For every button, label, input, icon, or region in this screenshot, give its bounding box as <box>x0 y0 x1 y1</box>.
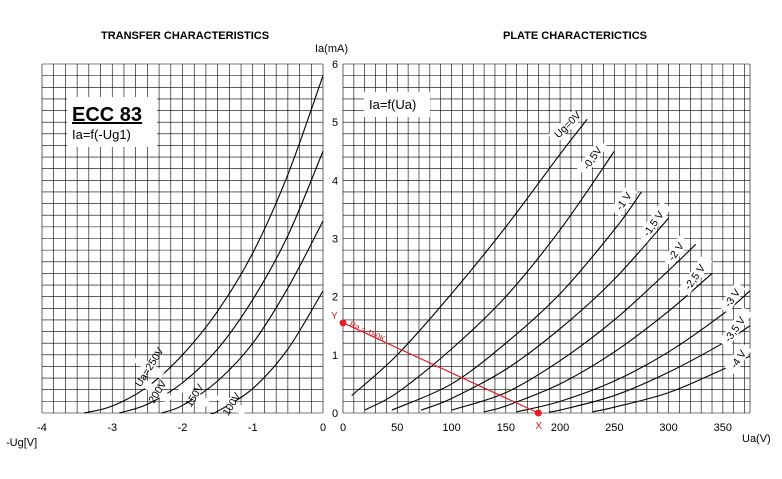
tube-label-box <box>67 97 157 147</box>
plate-relation-box <box>364 92 430 117</box>
x-axis-label-transfer: -Ug[V] <box>6 437 37 449</box>
y-tick-label: 4 <box>332 175 338 187</box>
x-tick-label: 150 <box>497 422 515 434</box>
x-axis-label-plate: Ua(V) <box>742 433 771 445</box>
x-tick-label: 250 <box>605 422 623 434</box>
x-tick-label: 350 <box>714 422 732 434</box>
series-label-bg <box>610 184 638 217</box>
plate-curve <box>592 355 751 413</box>
plate-curve <box>483 272 713 413</box>
plate-curve <box>451 243 697 411</box>
x-tick-label: -1 <box>248 422 258 434</box>
y-tick-label: 6 <box>332 59 338 71</box>
plate-title: PLATE CHARACTERICTICS <box>503 30 647 42</box>
plate-curve <box>391 191 642 411</box>
x-tick-label: 0 <box>340 422 346 434</box>
x-tick-label: 200 <box>551 422 569 434</box>
x-tick-label: -3 <box>107 422 117 434</box>
plate-curve <box>420 217 670 411</box>
series-label-bg <box>678 254 713 296</box>
transfer-curve <box>119 151 324 414</box>
x-tick-label: 100 <box>442 422 460 434</box>
y-axis-label: Ia(mA) <box>315 43 348 55</box>
x-tick-label: 50 <box>391 422 403 434</box>
series-label-bg <box>718 306 753 349</box>
transfer-title: TRANSFER CHARACTERISTICS <box>101 30 269 42</box>
transfer-curve <box>161 220 324 414</box>
load-line-start-point <box>339 319 347 327</box>
transfer-curve <box>84 75 324 414</box>
x-tick-label: -2 <box>178 422 188 434</box>
y-tick-label: 1 <box>332 350 338 362</box>
series-label-bg <box>548 109 582 144</box>
plate-curve <box>516 290 751 413</box>
y-tick-label: 5 <box>332 117 338 129</box>
series-label-bg <box>133 354 165 379</box>
y-tick-label: 0 <box>332 408 338 420</box>
series-label-bg <box>178 383 210 408</box>
plate-relation: Ia=f(Ua) <box>369 97 416 112</box>
load-line-y-marker: Y <box>331 311 338 322</box>
series-label: Ug=0V <box>552 109 583 140</box>
series-label-bg <box>637 201 672 243</box>
x-tick-label: 0 <box>320 422 326 434</box>
tube-label: ECC 83 <box>72 104 142 126</box>
series-label-bg <box>662 235 690 267</box>
plate-curve <box>351 118 588 396</box>
series-label-bg <box>718 281 746 314</box>
y-tick-label: 2 <box>332 292 338 304</box>
transfer-relation: Ia=f(-Ug1) <box>72 127 131 142</box>
load-line-x-marker: X <box>535 421 542 432</box>
series-label-bg <box>141 379 173 404</box>
load-line-end-point <box>534 409 542 417</box>
y-tick-label: 3 <box>332 234 338 246</box>
x-tick-label: 300 <box>659 422 677 434</box>
series-label-bg <box>724 342 752 375</box>
x-tick-label: -4 <box>37 422 47 434</box>
plate-curve <box>364 150 615 411</box>
series-label-bg <box>215 392 247 416</box>
plate-curve <box>549 325 751 413</box>
load-line <box>342 322 539 414</box>
series-label: -2,5 V <box>682 262 708 292</box>
transfer-curve <box>210 290 324 415</box>
series-label-bg <box>576 139 608 176</box>
